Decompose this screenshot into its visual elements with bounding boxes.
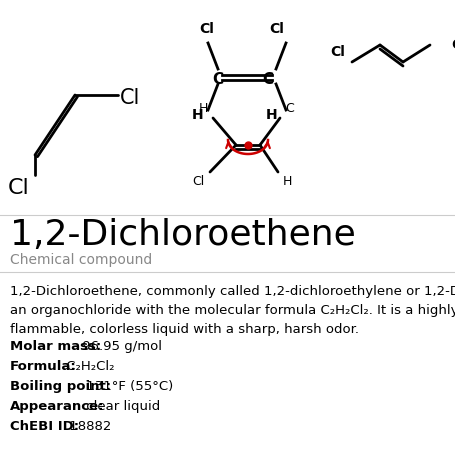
Text: 96.95 g/mol: 96.95 g/mol [78, 340, 162, 353]
Text: Boiling point:: Boiling point: [10, 380, 111, 393]
Text: C: C [450, 38, 455, 52]
Text: Cl: Cl [192, 175, 205, 188]
Text: H: H [192, 108, 203, 122]
Text: C₂H₂Cl₂: C₂H₂Cl₂ [62, 360, 114, 373]
Text: 18882: 18882 [65, 420, 111, 433]
Text: 1,2-Dichloroethene: 1,2-Dichloroethene [10, 218, 355, 252]
Text: 1,2-Dichloroethene, commonly called 1,2-dichloroethylene or 1,2-DCE, is
an organ: 1,2-Dichloroethene, commonly called 1,2-… [10, 285, 455, 336]
Text: 131°F (55°C): 131°F (55°C) [82, 380, 173, 393]
Text: Cl: Cl [8, 178, 30, 198]
Text: Molar mass:: Molar mass: [10, 340, 101, 353]
Text: C: C [212, 72, 223, 87]
Text: Cl: Cl [120, 88, 140, 108]
Text: Chemical compound: Chemical compound [10, 253, 152, 267]
Text: Cl: Cl [269, 22, 284, 36]
Text: H: H [198, 102, 207, 115]
Text: C: C [262, 72, 273, 87]
Text: H: H [266, 108, 277, 122]
Text: Cl: Cl [199, 22, 214, 36]
Text: Cl: Cl [329, 45, 344, 59]
Text: H: H [283, 175, 292, 188]
Text: C: C [284, 102, 293, 115]
Text: clear liquid: clear liquid [82, 400, 160, 413]
Text: Appearance:: Appearance: [10, 400, 104, 413]
Text: Formula:: Formula: [10, 360, 76, 373]
Text: ChEBI ID:: ChEBI ID: [10, 420, 79, 433]
